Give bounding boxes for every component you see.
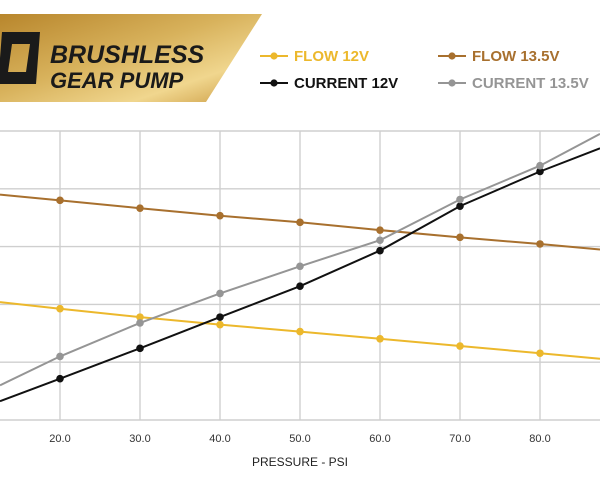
data-point-current-12v xyxy=(136,344,144,353)
legend-label-flow-13-5v: FLOW 13.5V xyxy=(472,48,560,65)
legend-label-flow-12v: FLOW 12V xyxy=(294,48,369,65)
data-point-flow-13-5v xyxy=(56,196,64,205)
data-point-current-13-5v xyxy=(56,352,64,361)
data-point-flow-12v xyxy=(456,342,464,350)
brand-logo-icon xyxy=(0,32,40,84)
legend-swatch-marker xyxy=(270,79,278,87)
data-point-flow-12v xyxy=(56,304,64,313)
data-point-current-13-5v xyxy=(456,195,464,204)
data-point-current-13-5v xyxy=(536,161,544,170)
legend-item-current-13-5v: CURRENT 13.5V xyxy=(438,75,589,92)
brand-line-2: GEAR PUMP xyxy=(50,68,184,93)
legend-swatch-marker xyxy=(448,79,456,87)
x-tick-label: 30.0 xyxy=(129,433,150,445)
data-point-flow-13-5v xyxy=(456,233,464,242)
legend-item-flow-13-5v: FLOW 13.5V xyxy=(438,48,560,65)
data-point-flow-13-5v xyxy=(296,218,304,227)
x-tick-label: 60.0 xyxy=(369,433,390,445)
data-point-flow-12v xyxy=(136,313,144,321)
data-point-current-12v xyxy=(376,246,384,255)
legend-swatch-marker xyxy=(448,52,456,60)
data-point-flow-13-5v xyxy=(136,204,144,212)
data-point-current-13-5v xyxy=(216,289,224,298)
plot-area: 20.0 30.0 40.0 50.0 60.0 70.0 80.0 xyxy=(0,130,600,445)
data-point-current-12v xyxy=(56,374,64,383)
legend-label-current-12v: CURRENT 12V xyxy=(294,75,398,92)
x-tick-label: 80.0 xyxy=(529,433,550,445)
data-point-flow-13-5v xyxy=(376,226,384,234)
data-point-current-12v xyxy=(456,202,464,210)
legend-label-current-13-5v: CURRENT 13.5V xyxy=(472,75,589,92)
data-point-flow-12v xyxy=(376,334,384,343)
data-point-flow-12v xyxy=(296,327,304,336)
legend: FLOW 12V FLOW 13.5V CURRENT 12V CURRENT … xyxy=(260,48,589,92)
legend-item-flow-12v: FLOW 12V xyxy=(260,48,369,65)
data-point-flow-12v xyxy=(536,349,544,358)
legend-swatch-marker xyxy=(270,52,278,60)
brand-banner-background xyxy=(0,14,262,102)
data-point-current-13-5v xyxy=(376,236,384,245)
x-axis-ticks: 20.0 30.0 40.0 50.0 60.0 70.0 80.0 xyxy=(49,433,550,445)
x-tick-label: 50.0 xyxy=(289,433,310,445)
data-point-current-12v xyxy=(216,313,224,321)
x-tick-label: 20.0 xyxy=(49,433,70,445)
x-tick-label: 40.0 xyxy=(209,433,230,445)
series-layer xyxy=(0,133,600,403)
x-axis-title: PRESSURE - PSI xyxy=(252,455,348,469)
grid xyxy=(0,130,600,421)
data-point-current-13-5v xyxy=(296,262,304,271)
data-point-flow-13-5v xyxy=(216,211,224,220)
legend-item-current-12v: CURRENT 12V xyxy=(260,75,398,92)
data-point-current-12v xyxy=(536,167,544,176)
brand-banner: BRUSHLESS GEAR PUMP xyxy=(0,14,262,102)
brand-line-1: BRUSHLESS xyxy=(50,41,205,69)
data-point-current-13-5v xyxy=(136,319,144,327)
data-point-current-12v xyxy=(296,282,304,290)
data-point-flow-12v xyxy=(216,320,224,329)
x-tick-label: 70.0 xyxy=(449,433,470,445)
data-point-flow-13-5v xyxy=(536,240,544,248)
